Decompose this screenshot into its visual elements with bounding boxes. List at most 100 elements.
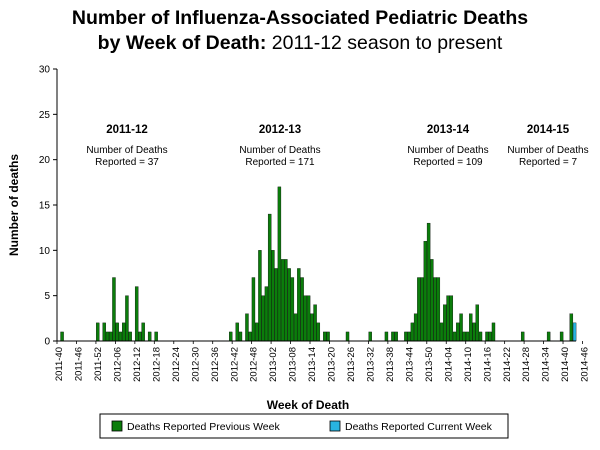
bar-previous-week bbox=[128, 331, 132, 342]
bar-previous-week bbox=[546, 331, 551, 342]
chart-title-line2-rest: 2011-12 season to present bbox=[266, 32, 503, 54]
bar-previous-week bbox=[297, 268, 301, 342]
bar-previous-week bbox=[115, 322, 119, 342]
x-tick-label: 2014-28 bbox=[521, 347, 532, 382]
bar-previous-week bbox=[469, 313, 473, 342]
bar-previous-week bbox=[430, 259, 434, 342]
bar-previous-week bbox=[112, 277, 116, 342]
bar-previous-week bbox=[300, 277, 304, 342]
bar-previous-week bbox=[254, 322, 259, 342]
bar-previous-week bbox=[261, 295, 265, 342]
season-deaths-count: Reported = 37 bbox=[95, 157, 159, 168]
chart-title-line1: Number of Influenza-Associated Pediatric… bbox=[71, 7, 529, 29]
season-deaths-count: Reported = 7 bbox=[519, 157, 578, 168]
bar-previous-week bbox=[313, 304, 317, 342]
bar-previous-week bbox=[475, 304, 479, 342]
x-tick-label: 2013-38 bbox=[385, 347, 396, 382]
chart-title-line2-bold: by Week of Death: bbox=[97, 32, 267, 54]
x-tick-label: 2012-12 bbox=[132, 347, 143, 382]
season-deaths-label: Number of Deaths bbox=[407, 145, 488, 156]
bar-previous-week bbox=[284, 259, 288, 342]
bar-previous-week bbox=[433, 277, 437, 342]
season-deaths-count: Reported = 171 bbox=[245, 157, 315, 168]
season-label: 2013-14 bbox=[427, 124, 470, 136]
bar-previous-week bbox=[407, 331, 411, 342]
y-tick-label: 10 bbox=[39, 246, 51, 257]
bar-previous-week bbox=[277, 186, 282, 342]
x-tick-label: 2014-40 bbox=[560, 347, 571, 382]
season-label: 2012-13 bbox=[259, 124, 301, 136]
bar-previous-week bbox=[417, 277, 421, 342]
bar-previous-week bbox=[559, 331, 564, 342]
y-tick-label: 15 bbox=[39, 201, 51, 212]
bar-previous-week bbox=[125, 295, 129, 342]
bar-previous-week bbox=[238, 331, 243, 342]
legend: Deaths Reported Previous Week Deaths Rep… bbox=[99, 413, 509, 439]
bar-previous-week bbox=[154, 331, 158, 342]
bar-previous-week bbox=[485, 331, 489, 342]
bar-previous-week bbox=[290, 277, 295, 342]
bar-previous-week bbox=[410, 322, 415, 342]
x-tick-label: 2011-52 bbox=[93, 347, 104, 381]
bar-previous-week bbox=[271, 250, 275, 342]
legend-label-previous: Deaths Reported Previous Week bbox=[127, 421, 280, 433]
y-axis-label: Number of deaths bbox=[7, 154, 21, 256]
bar-previous-week bbox=[413, 313, 418, 342]
bar-previous-week bbox=[436, 277, 441, 342]
legend-box bbox=[99, 413, 509, 439]
bar-previous-week bbox=[280, 259, 285, 342]
bar-previous-week bbox=[423, 241, 428, 342]
bar-previous-week bbox=[446, 295, 450, 342]
x-tick-label: 2013-44 bbox=[404, 347, 415, 382]
bar-previous-week bbox=[141, 322, 145, 342]
y-tick-label: 20 bbox=[39, 155, 51, 166]
x-tick-label: 2014-34 bbox=[541, 347, 552, 382]
x-tick-label: 2014-10 bbox=[463, 347, 474, 382]
bar-current-week bbox=[572, 322, 577, 342]
bar-previous-week bbox=[569, 313, 574, 342]
y-tick-labels: 0 5 10 15 20 25 30 bbox=[39, 65, 51, 348]
axes bbox=[53, 68, 583, 344]
bar-previous-week bbox=[229, 331, 233, 342]
bar-previous-week bbox=[303, 295, 308, 342]
bar-previous-week bbox=[384, 331, 389, 342]
bar-previous-week bbox=[345, 331, 350, 342]
bar-previous-week bbox=[520, 331, 525, 342]
x-tick-label: 2013-20 bbox=[327, 347, 338, 382]
bar-previous-week bbox=[443, 304, 447, 342]
bar-previous-week bbox=[310, 313, 314, 342]
bar-previous-week bbox=[251, 277, 256, 342]
x-tick-label: 2013-14 bbox=[307, 347, 318, 382]
x-tick-label: 2012-18 bbox=[151, 347, 162, 382]
bar-previous-week bbox=[118, 331, 123, 342]
x-tick-label: 2012-36 bbox=[210, 347, 221, 382]
bar-previous-week bbox=[248, 331, 252, 342]
bar-previous-week bbox=[456, 322, 460, 342]
bar-previous-week bbox=[147, 331, 152, 342]
bar-previous-week bbox=[287, 268, 291, 342]
y-tick-label: 25 bbox=[39, 110, 51, 121]
x-tick-label: 2011-46 bbox=[74, 347, 85, 381]
x-tick-label: 2012-24 bbox=[171, 347, 182, 382]
legend-swatch-current bbox=[329, 420, 341, 432]
x-tick-label: 2013-32 bbox=[366, 347, 377, 382]
season-label: 2014-15 bbox=[527, 124, 570, 136]
bar-previous-week bbox=[258, 250, 262, 342]
bar-previous-week bbox=[264, 286, 269, 342]
bar-previous-week bbox=[491, 322, 496, 342]
bar-previous-week bbox=[316, 322, 321, 342]
x-tick-label: 2014-16 bbox=[482, 347, 493, 382]
bar-previous-week bbox=[293, 313, 298, 342]
bar-previous-week bbox=[235, 322, 239, 342]
x-tick-label: 2012-42 bbox=[229, 347, 240, 382]
x-tick-label: 2013-08 bbox=[288, 347, 299, 382]
bar-previous-week bbox=[267, 213, 272, 342]
season-deaths-label: Number of Deaths bbox=[86, 145, 167, 156]
x-tick-label: 2012-48 bbox=[249, 347, 260, 382]
season-label: 2011-12 bbox=[106, 124, 148, 136]
